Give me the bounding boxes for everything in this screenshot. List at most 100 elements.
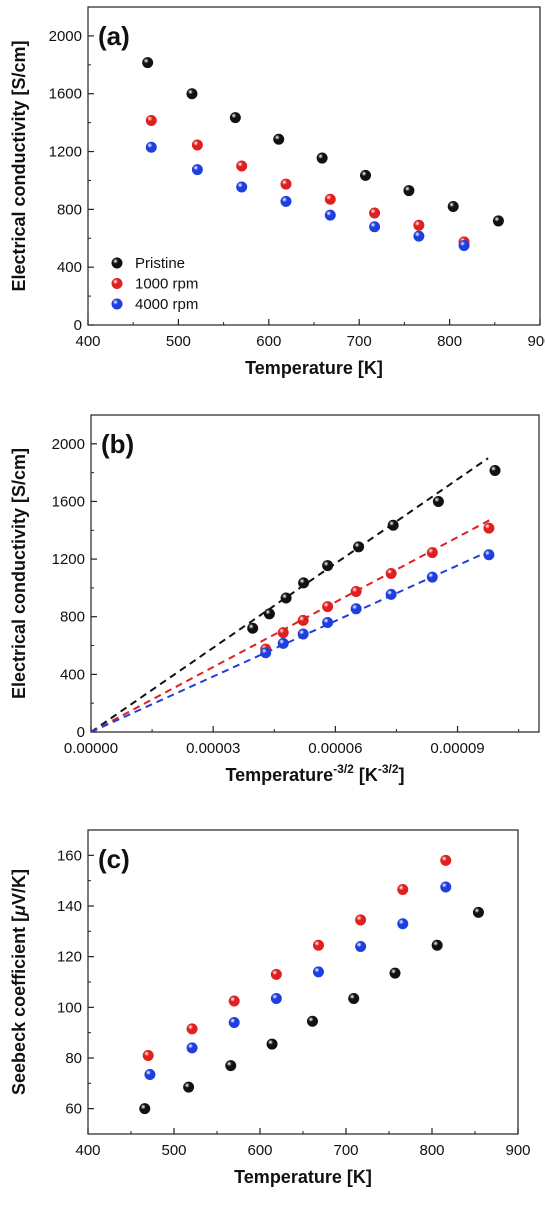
data-point: [322, 560, 334, 572]
x-tick-label: 0.00009: [430, 740, 484, 757]
x-tick-label: 500: [166, 333, 191, 350]
series-4000-rpm: [144, 881, 452, 1080]
y-tick-label: 1600: [49, 86, 82, 103]
data-point: [297, 614, 309, 626]
y-tick-label: 800: [57, 201, 82, 218]
fit-line-4000-rpm: [90, 548, 493, 733]
data-point: [389, 967, 401, 979]
y-tick-label: 160: [57, 847, 82, 864]
data-point: [145, 141, 157, 153]
data-point: [472, 906, 484, 918]
x-tick-label: 0.00003: [186, 740, 240, 757]
data-point: [298, 577, 310, 589]
x-tick-label: 900: [527, 333, 545, 350]
data-point: [440, 881, 452, 893]
data-point: [260, 647, 272, 659]
chart-panel-b: 0 400 800 1200 1600 2000 0.00000 0.00003 0.00006…: [9, 414, 540, 785]
y-tick-label: 400: [57, 259, 82, 276]
data-point: [489, 464, 501, 476]
data-point: [403, 185, 415, 197]
data-point: [312, 966, 324, 978]
data-point: [426, 547, 438, 559]
x-tick-label: 600: [256, 333, 281, 350]
x-axis-label: Temperature [K]: [234, 1167, 372, 1187]
panel-label: (b): [101, 429, 134, 459]
x-tick-label: 700: [347, 333, 372, 350]
data-point: [270, 992, 282, 1004]
x-tick-label: 800: [419, 1142, 444, 1159]
data-point: [144, 1068, 156, 1080]
data-point: [273, 133, 285, 145]
series-1000-rpm: [260, 522, 495, 655]
data-point: [324, 193, 336, 205]
y-axis-label: Electrical conductivity [S/cm]: [9, 40, 29, 291]
series-1000-rpm: [145, 114, 470, 248]
legend-label-1000-rpm: 1000 rpm: [135, 276, 198, 293]
data-point: [350, 603, 362, 615]
x-tick-label: 400: [75, 1142, 100, 1159]
x-tick-label: 900: [505, 1142, 530, 1159]
y-tick-label: 0: [77, 724, 85, 741]
data-point: [266, 1038, 278, 1050]
data-point: [236, 160, 248, 172]
data-point: [280, 592, 292, 604]
legend: Pristine 1000 rpm 4000 rpm: [111, 255, 198, 313]
data-point: [483, 522, 495, 534]
legend-marker-1000-rpm: [111, 277, 123, 289]
data-point: [139, 1103, 151, 1115]
data-point: [324, 209, 336, 221]
y-tick-label: 800: [60, 609, 85, 626]
chart-panel-a: 0400800120016002000400500600700800900Tem…: [9, 6, 545, 378]
series-4000-rpm: [145, 141, 470, 252]
data-point: [492, 215, 504, 227]
series-4000-rpm: [260, 549, 495, 659]
data-point: [280, 178, 292, 190]
data-point: [426, 571, 438, 583]
data-point: [348, 992, 360, 1004]
data-point: [277, 627, 289, 639]
y-tick-label: 2000: [52, 436, 85, 453]
data-point: [263, 608, 275, 620]
x-tick-label: 500: [161, 1142, 186, 1159]
legend-marker-pristine: [111, 257, 123, 269]
data-point: [142, 57, 154, 69]
series-1000-rpm: [142, 854, 452, 1061]
y-tick-label: 1200: [52, 551, 85, 568]
data-point: [191, 139, 203, 151]
y-tick-label: 60: [65, 1101, 82, 1118]
data-point: [369, 207, 381, 219]
y-tick-label: 100: [57, 999, 82, 1016]
legend-label-pristine: Pristine: [135, 255, 185, 272]
data-point: [316, 152, 328, 164]
y-tick-label: 2000: [49, 28, 82, 45]
data-point: [186, 1042, 198, 1054]
data-point: [440, 854, 452, 866]
data-point: [247, 622, 259, 634]
x-axis-label: Temperature [K]: [245, 358, 383, 378]
x-tick-label: 800: [437, 333, 462, 350]
panel-label: (c): [98, 844, 130, 874]
data-point: [355, 914, 367, 926]
data-point: [387, 519, 399, 531]
data-point: [186, 88, 198, 100]
data-point: [312, 939, 324, 951]
data-point: [229, 112, 241, 124]
data-point: [228, 995, 240, 1007]
data-point: [277, 637, 289, 649]
data-point: [191, 164, 203, 176]
data-point: [142, 1049, 154, 1061]
y-tick-label: 0: [74, 317, 82, 334]
data-point: [413, 230, 425, 242]
data-point: [369, 221, 381, 233]
data-point: [350, 586, 362, 598]
data-point: [385, 567, 397, 579]
x-tick-label: 700: [333, 1142, 358, 1159]
y-axis-label: Seebeck coefficient [μV/K]: [9, 869, 29, 1095]
data-point: [280, 195, 292, 207]
x-tick-label: 400: [75, 333, 100, 350]
plot-frame: [87, 829, 519, 1135]
y-tick-label: 1200: [49, 144, 82, 161]
data-point: [322, 601, 334, 613]
data-point: [306, 1015, 318, 1027]
data-point: [228, 1017, 240, 1029]
